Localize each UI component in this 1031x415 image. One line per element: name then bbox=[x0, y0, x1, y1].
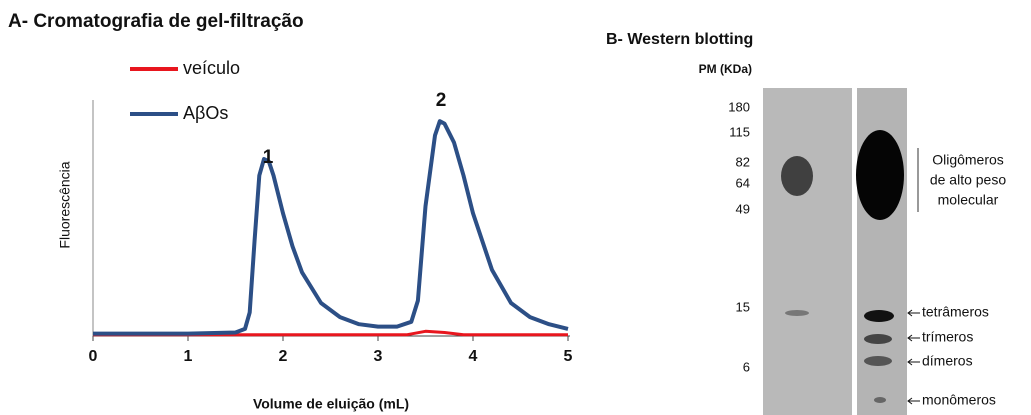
marker-label: 49 bbox=[736, 201, 750, 216]
x-axis-label: Volume de eluição (mL) bbox=[253, 396, 409, 412]
peak-label: 1 bbox=[263, 147, 274, 168]
marker-label: 180 bbox=[728, 99, 750, 114]
x-tick-label: 2 bbox=[279, 348, 288, 365]
x-tick-label: 1 bbox=[184, 348, 193, 365]
panel-b-title: B- Western blotting bbox=[606, 31, 753, 48]
band-arrow bbox=[908, 359, 920, 365]
band-label: monômeros bbox=[922, 392, 996, 408]
oligomer-label: Oligômeros bbox=[932, 152, 1004, 168]
marker-label: 15 bbox=[736, 299, 750, 314]
x-tick-label: 5 bbox=[564, 348, 573, 365]
band-arrow bbox=[908, 398, 920, 404]
band-label: tetrâmeros bbox=[922, 304, 989, 320]
x-tick-label: 4 bbox=[469, 348, 478, 365]
oligomer-label: molecular bbox=[938, 192, 999, 208]
band-arrow bbox=[908, 335, 920, 341]
band-arrow bbox=[908, 310, 920, 316]
line bbox=[93, 121, 568, 333]
marker-label: 6 bbox=[743, 359, 750, 374]
oligomer-label: de alto peso bbox=[930, 172, 1006, 188]
peak-label: 2 bbox=[436, 90, 447, 111]
x-tick-label: 3 bbox=[374, 348, 383, 365]
marker-title: PM (KDa) bbox=[699, 62, 752, 76]
marker-label: 64 bbox=[736, 175, 750, 190]
y-axis-label: Fluorescência bbox=[57, 161, 73, 248]
legend-label: veículo bbox=[183, 58, 240, 78]
panel-a-title: A- Cromatografia de gel-filtração bbox=[8, 11, 304, 32]
x-tick-label: 0 bbox=[89, 348, 98, 365]
band-label: dímeros bbox=[922, 353, 973, 369]
figure: A- Cromatografia de gel-filtração Volume… bbox=[0, 0, 1031, 415]
marker-label: 82 bbox=[736, 154, 750, 169]
band-label: trímeros bbox=[922, 329, 973, 345]
legend-label: AβOs bbox=[183, 103, 228, 123]
marker-label: 115 bbox=[729, 124, 750, 139]
blot-image bbox=[763, 88, 907, 415]
